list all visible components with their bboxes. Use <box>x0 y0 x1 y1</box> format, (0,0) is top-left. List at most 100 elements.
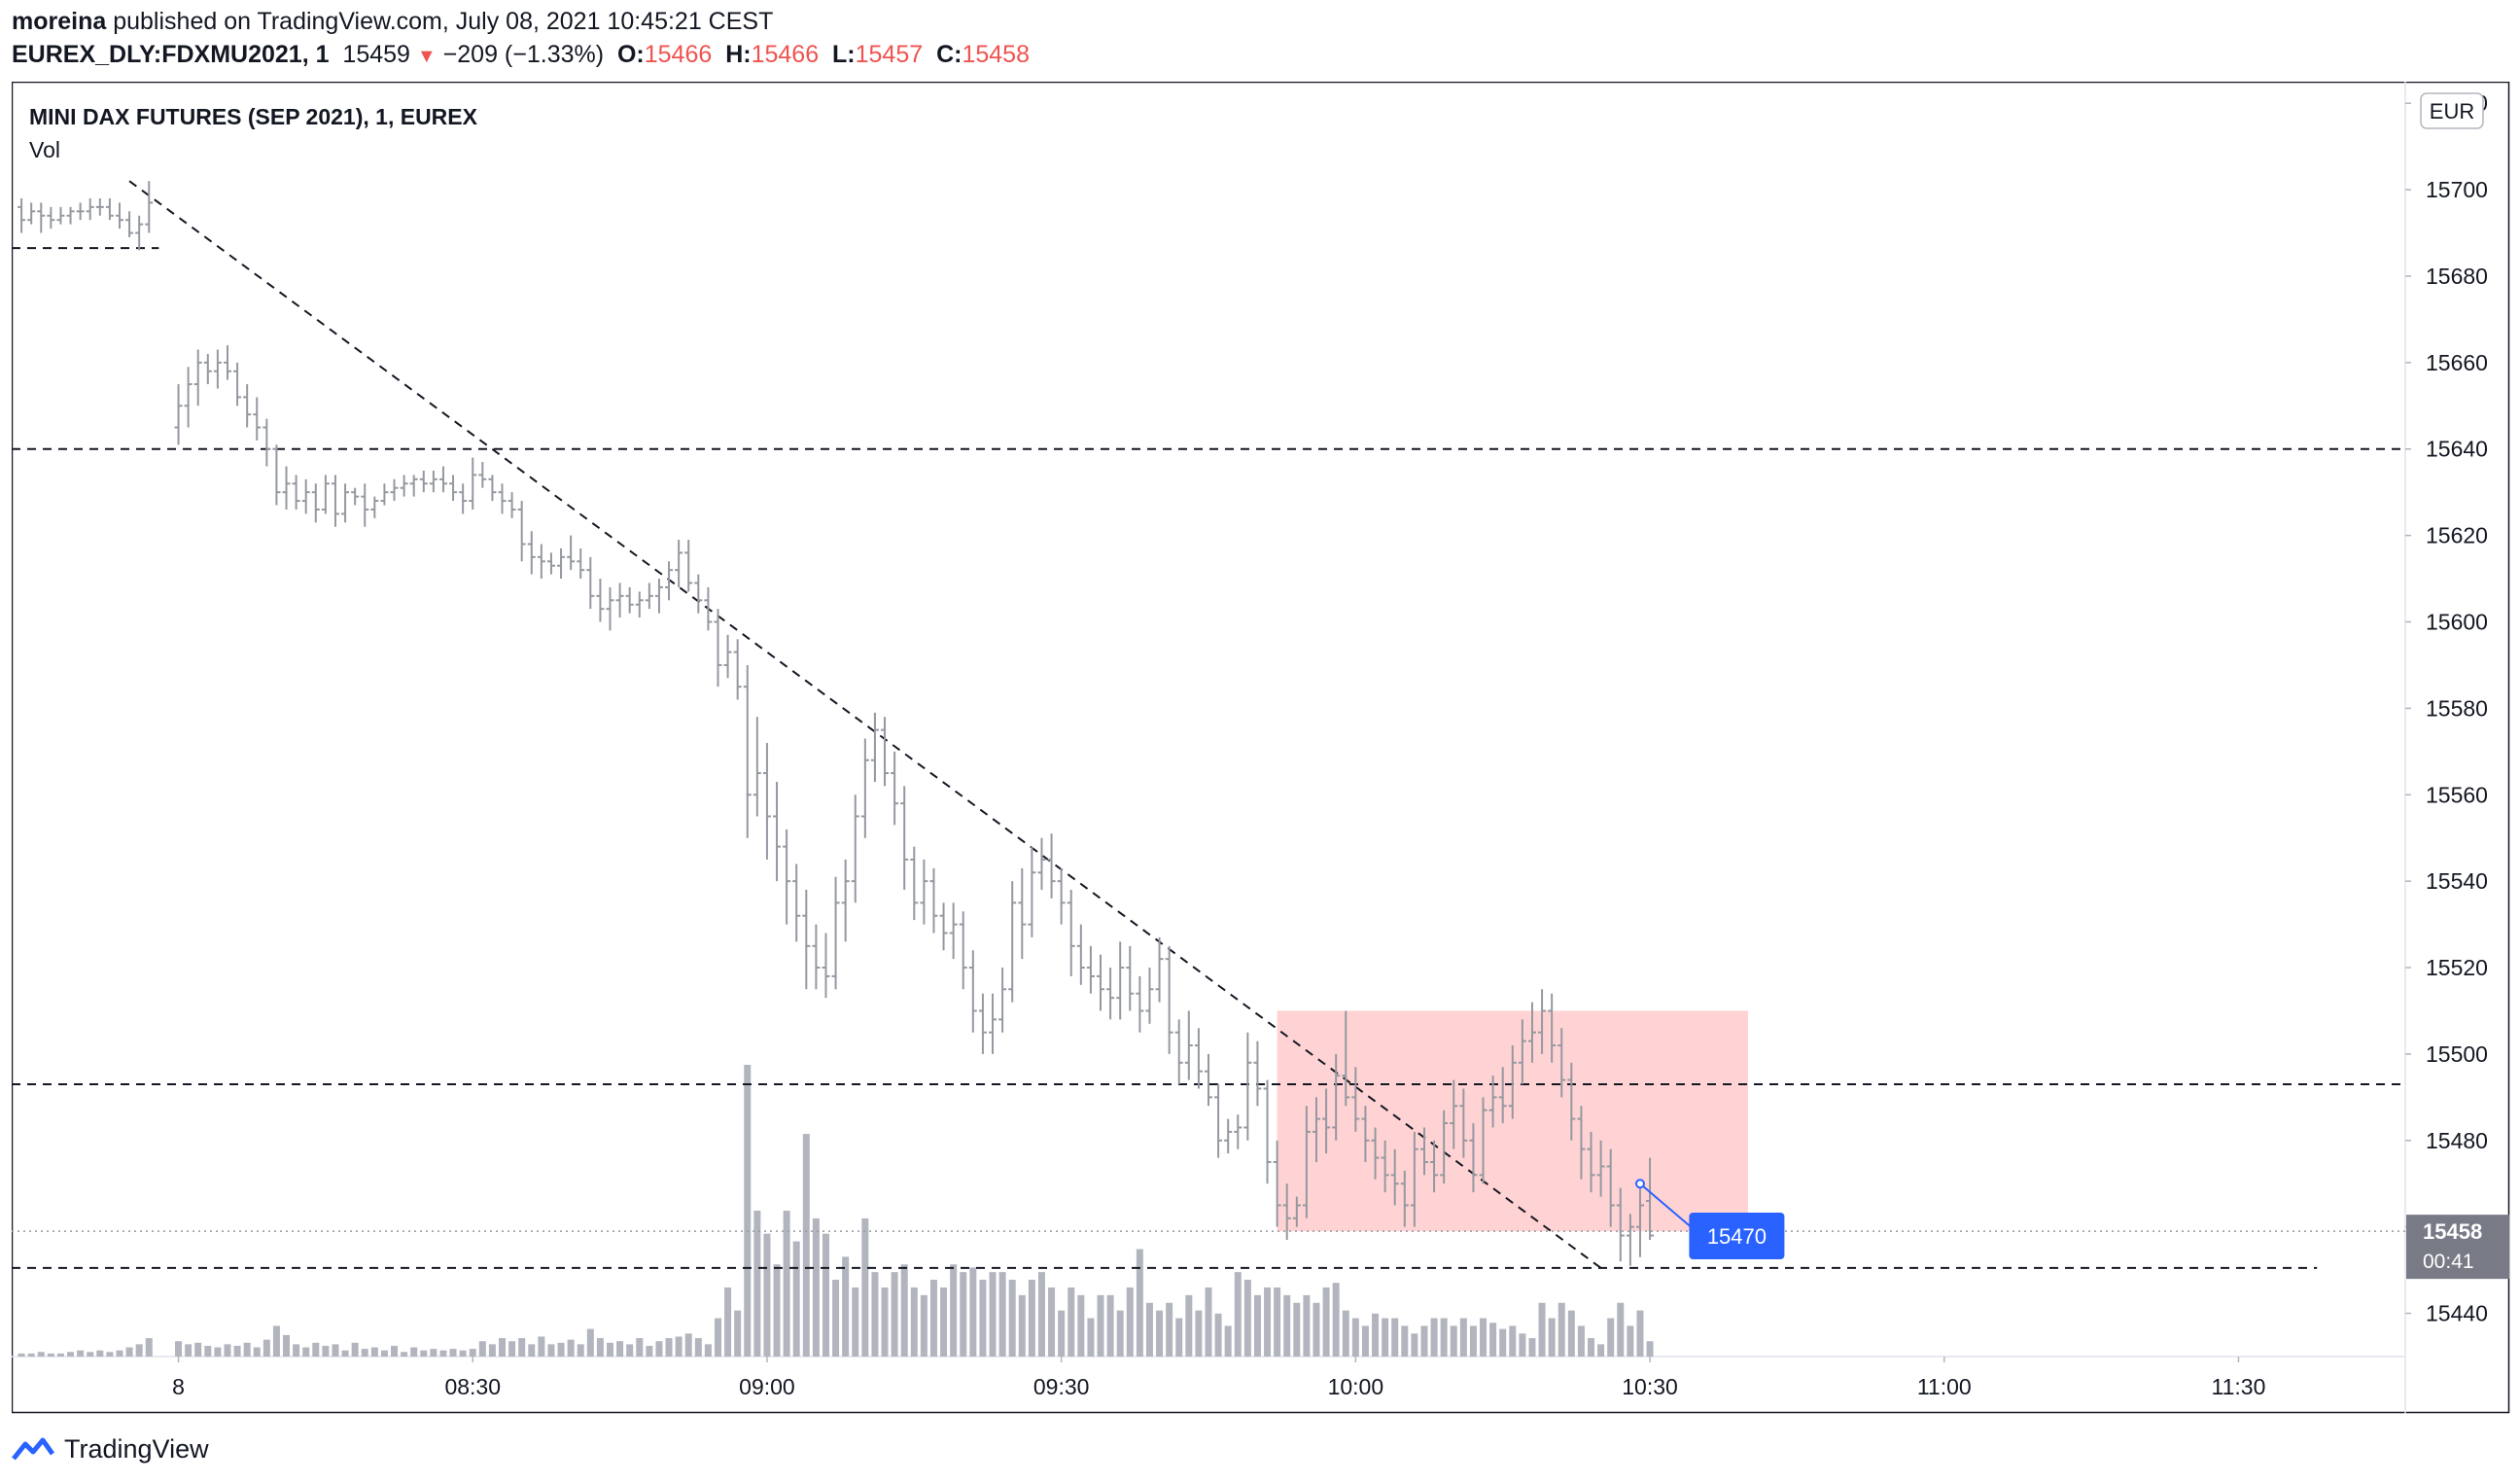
low-value: 15457 <box>855 41 924 68</box>
volume-bar-118 <box>1195 1310 1203 1357</box>
time-tick-label-6: 11:00 <box>1917 1374 1972 1399</box>
ohlc-bar-65 <box>675 540 683 587</box>
ohlc-bar-72 <box>743 664 752 838</box>
volume-bar-56 <box>586 1328 594 1357</box>
volume-bar-5 <box>67 1352 75 1357</box>
ohlc-bar-108 <box>1097 954 1105 1011</box>
ohlc-bar-37 <box>400 475 408 497</box>
volume-bar-137 <box>1382 1318 1389 1357</box>
ohlc-bar-138 <box>1390 1148 1399 1206</box>
ohlc-bar-133 <box>1342 1010 1350 1107</box>
volume-bar-18 <box>214 1347 222 1357</box>
ohlc-bar-51 <box>537 544 545 580</box>
volume-bar-150 <box>1509 1325 1517 1357</box>
ohlc-bar-145 <box>1459 1088 1468 1158</box>
callout-text: 15470 <box>1707 1224 1767 1249</box>
ohlc-bar-16 <box>193 349 202 406</box>
ohlc-bar-137 <box>1381 1140 1389 1193</box>
chart-svg[interactable]: 15470 1544015460154801550015520155401556… <box>11 81 2510 1414</box>
current-price-tag <box>2406 1215 2509 1280</box>
volume-bar-29 <box>322 1345 330 1357</box>
ohlc-bar-89 <box>910 846 919 921</box>
ohlc-bar-33 <box>361 483 369 527</box>
ohlc-bar-27 <box>301 478 310 514</box>
tradingview-logo-icon[interactable] <box>12 1434 54 1464</box>
ohlc-bar-53 <box>557 547 566 580</box>
volume-bar-75 <box>773 1264 781 1357</box>
ohlc-bar-56 <box>586 556 595 610</box>
symbol-info: EUREX_DLY:FDXMU2021, 1 15459 ▼ −209 (−1.… <box>12 39 1030 72</box>
time-tick-label-1: 08:30 <box>444 1374 501 1399</box>
time-tick-label-0: 8 <box>172 1374 185 1399</box>
price-tick-label-7: 15580 <box>2426 695 2488 721</box>
ohlc-bar-30 <box>331 475 339 527</box>
volume-bar-123 <box>1243 1280 1251 1357</box>
volume-bar-98 <box>998 1272 1006 1357</box>
ohlc-bar-104 <box>1057 867 1066 925</box>
ohlc-bar-102 <box>1037 837 1046 891</box>
ohlc-bar-120 <box>1214 1084 1223 1158</box>
volume-bar-65 <box>675 1336 682 1357</box>
volume-bar-135 <box>1361 1325 1369 1357</box>
ohlc-bar-48 <box>508 492 516 518</box>
price-tick-label-6: 15560 <box>2426 782 2488 807</box>
volume-bar-14 <box>175 1341 183 1357</box>
chart-border <box>11 81 2510 1414</box>
volume-indicator-label: Vol <box>29 137 60 162</box>
ohlc-bar-45 <box>478 462 487 488</box>
volume-bar-153 <box>1538 1302 1546 1357</box>
ohlc-bar-70 <box>723 634 732 679</box>
volume-bar-158 <box>1588 1338 1595 1357</box>
ohlc-bar-24 <box>272 444 281 506</box>
volume-bar-35 <box>380 1350 388 1357</box>
volume-bar-37 <box>401 1352 408 1357</box>
price-tick-label-11: 15660 <box>2426 350 2488 375</box>
volume-bar-7 <box>87 1352 94 1357</box>
ohlc-bar-77 <box>792 864 801 942</box>
volume-bar-157 <box>1577 1325 1585 1357</box>
ohlc-bar-158 <box>1587 1131 1595 1193</box>
volume-bar-63 <box>655 1341 663 1357</box>
currency-label[interactable]: EUR <box>2430 99 2474 124</box>
ohlc-bar-38 <box>409 475 418 497</box>
ohlc-bar-157 <box>1577 1106 1586 1180</box>
volume-bar-82 <box>842 1256 850 1357</box>
volume-bar-103 <box>1048 1287 1056 1357</box>
volume-bar-47 <box>499 1338 507 1357</box>
volume-bar-142 <box>1430 1318 1438 1357</box>
volume-bar-73 <box>753 1211 761 1357</box>
volume-bar-105 <box>1068 1287 1075 1357</box>
volume-bar-70 <box>724 1287 732 1357</box>
volume-bar-43 <box>459 1350 467 1357</box>
ohlc-bar-19 <box>223 345 231 380</box>
ohlc-bar-43 <box>459 483 468 514</box>
ohlc-bar-13 <box>145 181 154 233</box>
brand-name[interactable]: TradingView <box>64 1433 209 1464</box>
price-tick-label-4: 15520 <box>2426 955 2488 980</box>
ohlc-bar-28 <box>311 483 320 523</box>
ohlc-bar-57 <box>596 579 605 622</box>
volume-bar-10 <box>116 1350 123 1357</box>
ohlc-bar-136 <box>1371 1127 1380 1180</box>
volume-bar-124 <box>1253 1294 1261 1357</box>
volume-bar-78 <box>802 1134 810 1357</box>
volume-bar-54 <box>567 1339 575 1357</box>
ohlc-bar-58 <box>606 586 614 631</box>
price-change: −209 (−1.33%) <box>442 41 605 68</box>
volume-bar-147 <box>1480 1318 1488 1357</box>
high-label: H: <box>725 41 752 68</box>
ohlc-bar-96 <box>978 993 987 1054</box>
chart-frame[interactable]: 15470 1544015460154801550015520155401556… <box>11 81 2510 1414</box>
volume-bar-3 <box>47 1353 54 1357</box>
ohlc-bar-139 <box>1400 1170 1409 1227</box>
volume-bar-60 <box>626 1344 634 1357</box>
volume-bar-33 <box>361 1349 368 1357</box>
ohlc-bar-20 <box>233 362 242 406</box>
ohlc-bar-50 <box>527 531 536 575</box>
ohlc-bar-116 <box>1174 1019 1183 1085</box>
author-name[interactable]: moreina <box>12 8 107 35</box>
volume-bar-52 <box>547 1344 555 1357</box>
ohlc-bar-39 <box>419 470 428 493</box>
volume-bar-130 <box>1312 1302 1320 1357</box>
volume-bar-77 <box>792 1241 800 1357</box>
